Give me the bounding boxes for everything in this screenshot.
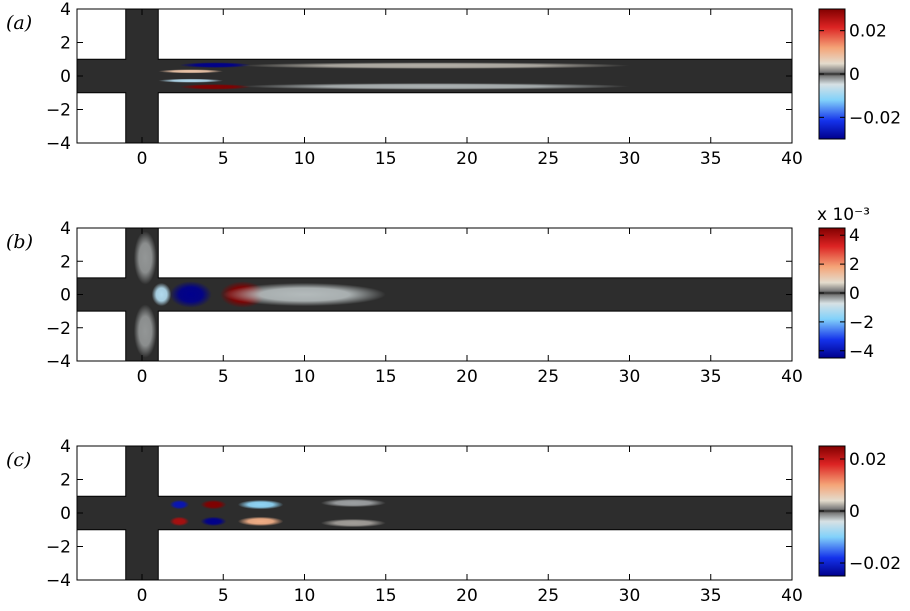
y-tick-label: −2: [46, 538, 71, 558]
y-tick-label: 4: [60, 437, 71, 457]
mode-blob: [239, 62, 630, 69]
mode-blob: [151, 282, 172, 307]
field-c: [77, 446, 792, 580]
x-tick-label: 0: [137, 586, 148, 606]
y-tick-label: 0: [60, 286, 71, 306]
y-tick-label: −2: [46, 319, 71, 339]
field-b: [77, 228, 792, 361]
mode-blob: [179, 84, 251, 90]
mode-blob: [200, 516, 227, 527]
zero-background-a: [77, 9, 792, 143]
colorbar-tick-label: 2: [849, 255, 860, 275]
x-tick-label: 40: [781, 586, 803, 606]
mode-blob: [237, 499, 284, 510]
mode-blob: [133, 231, 157, 285]
y-tick-label: −4: [46, 352, 71, 372]
mode-blob: [179, 62, 251, 68]
x-tick-label: 10: [294, 149, 316, 169]
x-tick-label: 5: [218, 149, 229, 169]
y-tick-label: −2: [46, 101, 71, 121]
mode-blob: [237, 516, 284, 527]
x-tick-label: 30: [619, 367, 641, 387]
x-tick-label: 20: [456, 367, 478, 387]
mode-blob: [320, 498, 386, 508]
x-tick-label: 10: [294, 586, 316, 606]
y-tick-label: 2: [60, 252, 71, 272]
x-tick-label: 5: [218, 586, 229, 606]
x-tick-label: 35: [700, 367, 722, 387]
mode-blob: [133, 304, 157, 358]
x-tick-label: 40: [781, 149, 803, 169]
panel-label-b: (b): [6, 231, 33, 253]
x-tick-label: 0: [137, 367, 148, 387]
x-tick-label: 5: [218, 367, 229, 387]
x-tick-label: 15: [375, 586, 397, 606]
y-tick-label: 2: [60, 34, 71, 54]
x-tick-label: 35: [700, 149, 722, 169]
colorbar-tick-label: −0.02: [849, 554, 901, 574]
x-tick-label: 15: [375, 367, 397, 387]
colorbar-tick-label: 4: [849, 226, 860, 246]
colorbar-exponent-label: x 10⁻³: [817, 205, 870, 225]
x-tick-label: 25: [537, 149, 559, 169]
x-tick-label: 30: [619, 586, 641, 606]
mode-blob: [158, 78, 224, 83]
colorbar-tick-label: 0: [849, 65, 860, 85]
y-tick-label: 4: [60, 219, 71, 239]
y-tick-label: 4: [60, 0, 71, 20]
y-tick-label: 0: [60, 67, 71, 87]
x-tick-label: 25: [537, 586, 559, 606]
x-tick-label: 20: [456, 149, 478, 169]
colorbar-tick-label: 0: [849, 284, 860, 304]
y-tick-label: −4: [46, 571, 71, 591]
mode-blob: [158, 69, 224, 74]
y-tick-label: 0: [60, 504, 71, 524]
x-tick-label: 10: [294, 367, 316, 387]
colorbar-tick-label: −2: [849, 313, 874, 333]
mode-blob: [169, 281, 212, 308]
colorbar-tick-label: −4: [849, 342, 874, 362]
panel-label-c: (c): [6, 449, 31, 471]
x-tick-label: 40: [781, 367, 803, 387]
colorbar-tick-label: 0: [849, 502, 860, 522]
x-tick-label: 35: [700, 586, 722, 606]
x-tick-label: 0: [137, 149, 148, 169]
mode-blob: [320, 518, 386, 528]
mode-blob: [169, 516, 190, 527]
colorbar-tick-label: 0.02: [849, 22, 887, 42]
x-tick-label: 30: [619, 149, 641, 169]
mode-blob: [239, 83, 630, 90]
y-tick-label: 2: [60, 471, 71, 491]
zero-background-c: [77, 446, 792, 580]
x-tick-label: 15: [375, 149, 397, 169]
colorbar-a: 0.02 0 −0.02: [818, 8, 901, 140]
x-tick-label: 25: [537, 367, 559, 387]
mode-blob: [223, 282, 386, 307]
x-tick-label: 20: [456, 586, 478, 606]
y-tick-label: −4: [46, 134, 71, 154]
colorbar-c: 0.02 0 −0.02: [818, 445, 901, 577]
mode-blob: [200, 499, 227, 510]
colorbar-tick-label: −0.02: [849, 108, 901, 128]
field-a: [77, 9, 792, 143]
panel-label-a: (a): [6, 12, 32, 34]
colorbar-b: 4 2 0 −2 −4 x 10⁻³: [817, 205, 874, 362]
mode-blob: [169, 499, 190, 510]
colorbar-tick-label: 0.02: [849, 450, 887, 470]
